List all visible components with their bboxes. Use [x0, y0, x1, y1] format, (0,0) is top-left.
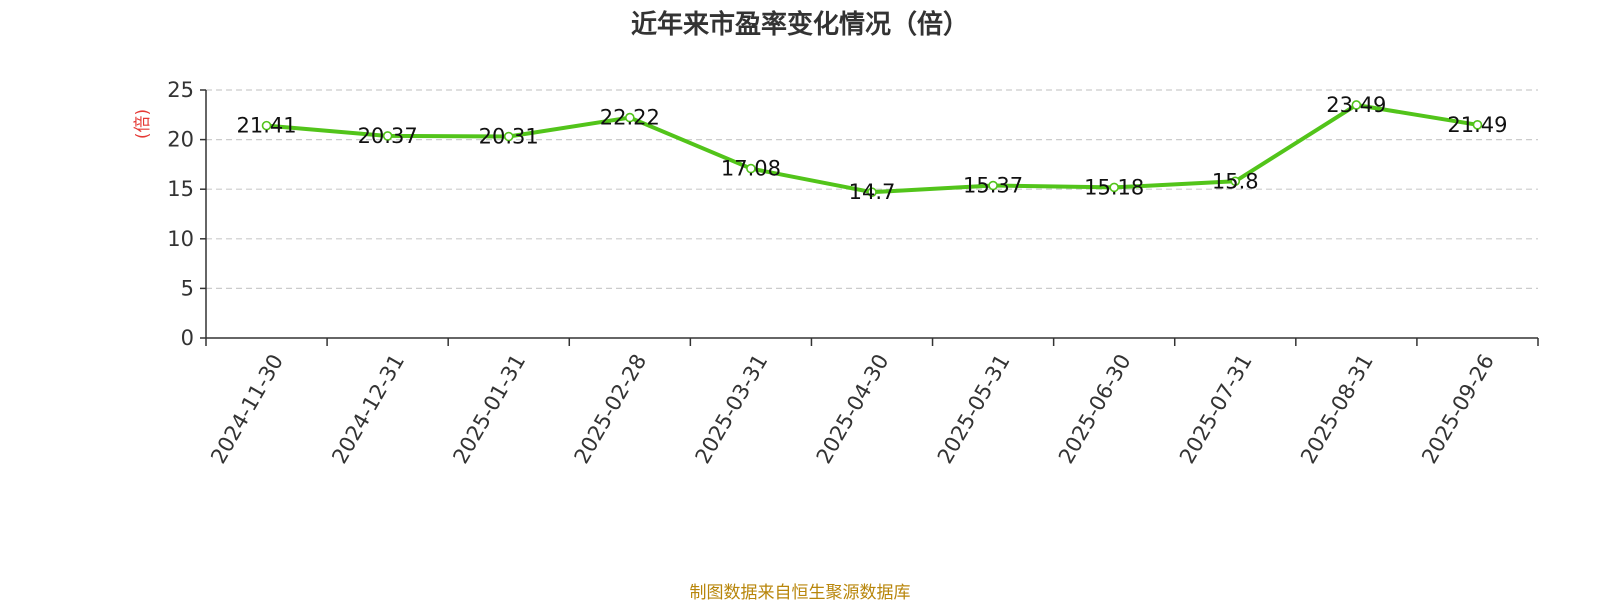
data-label: 23.49 [1326, 93, 1386, 117]
data-point [1351, 100, 1362, 110]
y-tick-label: 25 [167, 78, 194, 102]
data-label: 17.08 [721, 157, 781, 181]
x-tick-label: 2025-01-31 [448, 350, 530, 468]
x-tick-label: 2025-06-30 [1054, 350, 1136, 468]
x-tick-label: 2025-05-31 [933, 350, 1015, 468]
y-tick-label: 10 [167, 227, 194, 251]
x-tick-label: 2025-04-30 [812, 350, 894, 468]
data-point [261, 120, 272, 131]
y-tick-label: 20 [167, 128, 194, 152]
y-axis-ticks: 0 5 10 15 20 25 [167, 78, 206, 350]
data-label: 15.37 [963, 174, 1023, 198]
y-tick-label: 15 [167, 177, 194, 201]
x-axis-ticks: 2024-11-30 2024-12-31 2025-01-31 2025-02-28… [205, 338, 1539, 468]
data-label: 21.41 [236, 114, 296, 138]
y-axis-label: (倍) [133, 109, 153, 139]
data-point [746, 163, 756, 174]
data-label: 15.18 [1084, 175, 1144, 199]
data-label: 22.22 [600, 106, 660, 130]
x-tick-label: 2025-03-31 [691, 350, 773, 468]
x-tick-label: 2024-12-31 [327, 350, 409, 468]
data-point [1109, 182, 1119, 193]
y-tick-label: 0 [181, 326, 194, 350]
data-point [1472, 120, 1483, 130]
data-point [503, 131, 514, 142]
y-tick-label: 5 [181, 276, 194, 300]
chart-title: 近年来市盈率变化情况（倍） [631, 9, 969, 40]
axes [205, 90, 1538, 339]
series-pe-ratio [264, 102, 1480, 195]
data-point [988, 180, 998, 191]
x-tick-label: 2025-07-31 [1175, 350, 1257, 468]
x-tick-label: 2025-02-28 [570, 350, 652, 468]
data-source-note: 制图数据来自恒生聚源数据库 [689, 583, 911, 603]
data-label: 14.7 [849, 180, 896, 204]
data-point [1230, 176, 1241, 187]
data-points [261, 100, 1483, 197]
data-label: 15.8 [1212, 169, 1259, 193]
data-point [625, 112, 635, 123]
data-point [867, 187, 877, 197]
x-tick-label: 2025-09-26 [1417, 350, 1499, 468]
data-label: 20.37 [358, 124, 418, 148]
data-point [382, 131, 393, 141]
x-tick-label: 2025-08-31 [1296, 350, 1378, 468]
series-line [264, 102, 1480, 195]
data-labels: 21.41 20.37 20.31 22.22 17.08 14.7 15.37 15.18 1… [236, 93, 1507, 204]
x-tick-label: 2024-11-30 [206, 350, 288, 468]
data-label: 21.49 [1447, 113, 1507, 137]
data-label: 20.31 [479, 125, 539, 149]
